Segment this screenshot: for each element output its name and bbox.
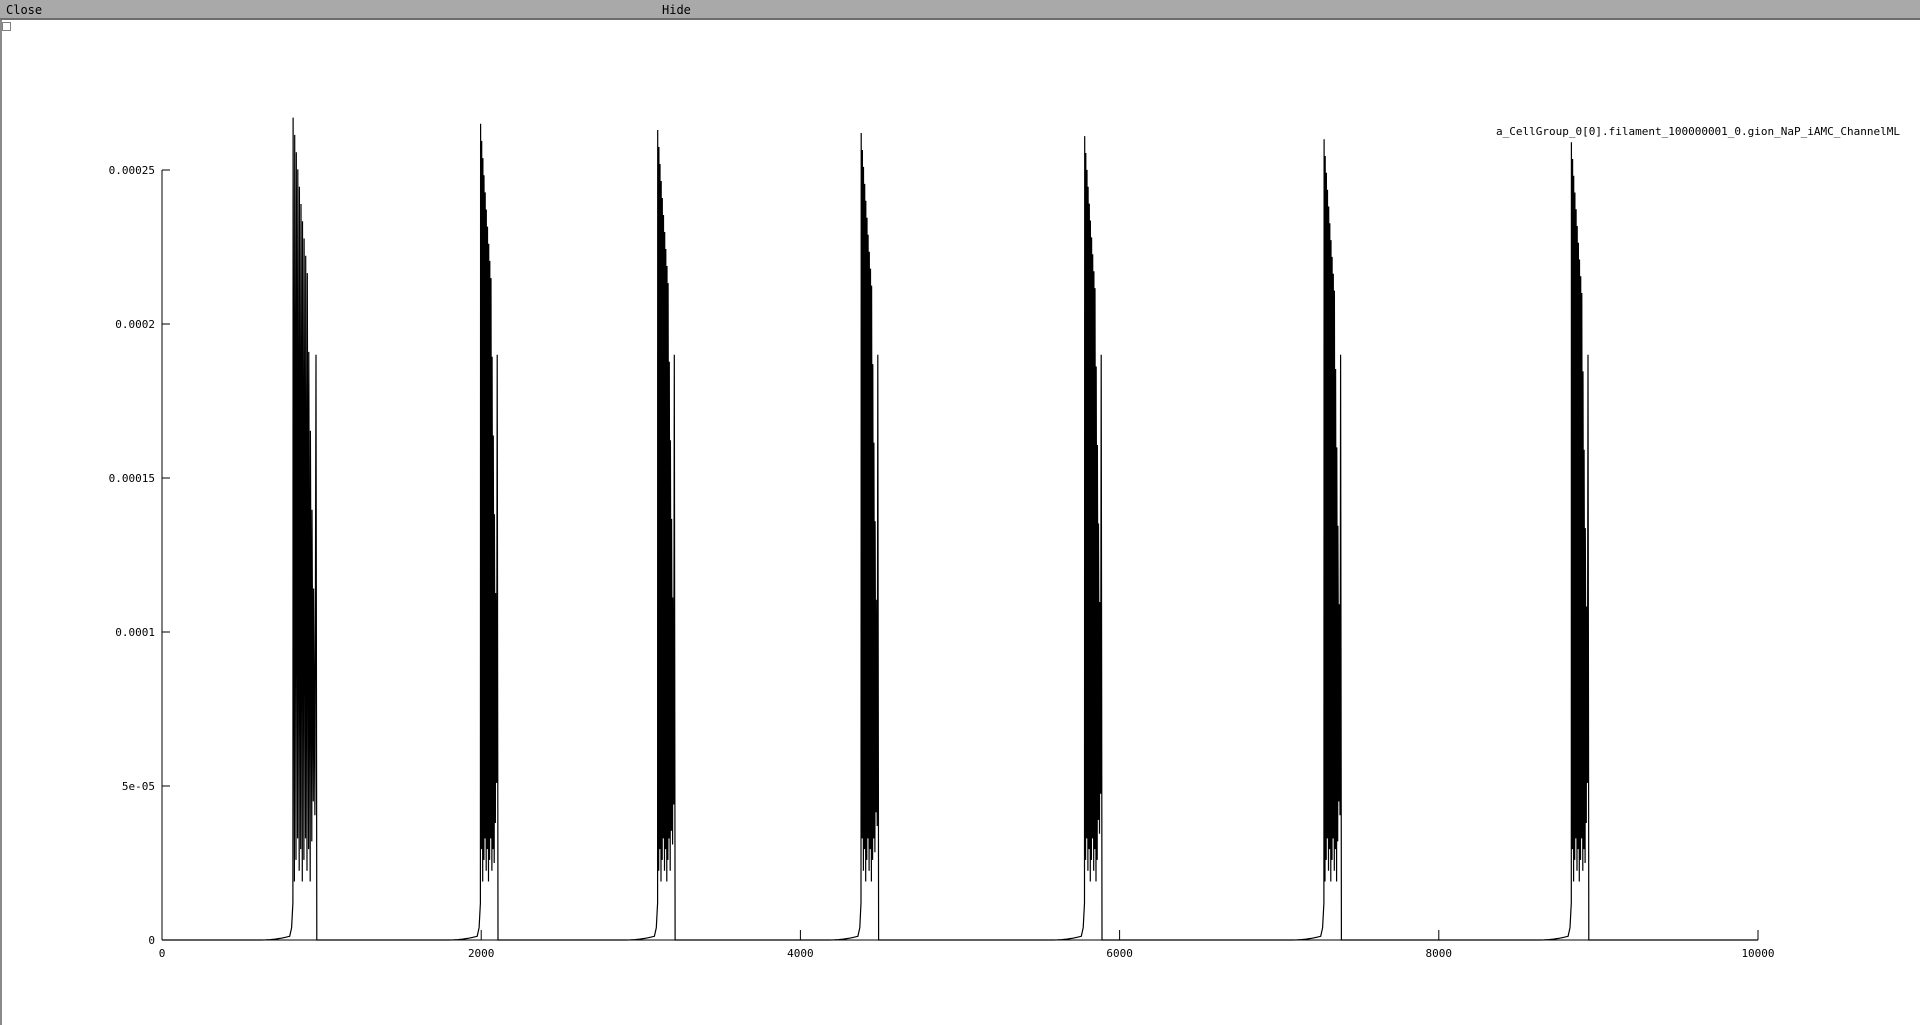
y-tick-label: 0.00025 [109, 164, 155, 177]
x-tick-label: 0 [159, 947, 166, 960]
graph-canvas [0, 20, 1920, 1025]
close-button[interactable]: Close [6, 3, 43, 17]
y-tick-label: 0.00015 [109, 472, 155, 485]
canvas-corner-box[interactable] [2, 22, 11, 31]
series-line [162, 117, 1758, 941]
y-tick-label: 0.0001 [115, 626, 155, 639]
x-tick-label: 10000 [1741, 947, 1774, 960]
window-menubar: Close Hide [0, 0, 1920, 20]
y-tick-label: 0.0002 [115, 318, 155, 331]
plot-area [162, 117, 1758, 941]
y-tick-label: 0 [148, 934, 155, 947]
x-tick-label: 6000 [1106, 947, 1133, 960]
y-tick-label: 5e-05 [122, 780, 155, 793]
x-tick-label: 4000 [787, 947, 814, 960]
axes: 0 2000 4000 6000 8000 10000 0 5e-05 0.0001 0.0001… [109, 125, 1901, 960]
legend-series-label: a_CellGroup_0[0].filament_100000001_0.gi… [1496, 125, 1900, 138]
hide-button[interactable]: Hide [662, 3, 691, 17]
x-tick-label: 2000 [468, 947, 495, 960]
x-tick-label: 8000 [1426, 947, 1453, 960]
